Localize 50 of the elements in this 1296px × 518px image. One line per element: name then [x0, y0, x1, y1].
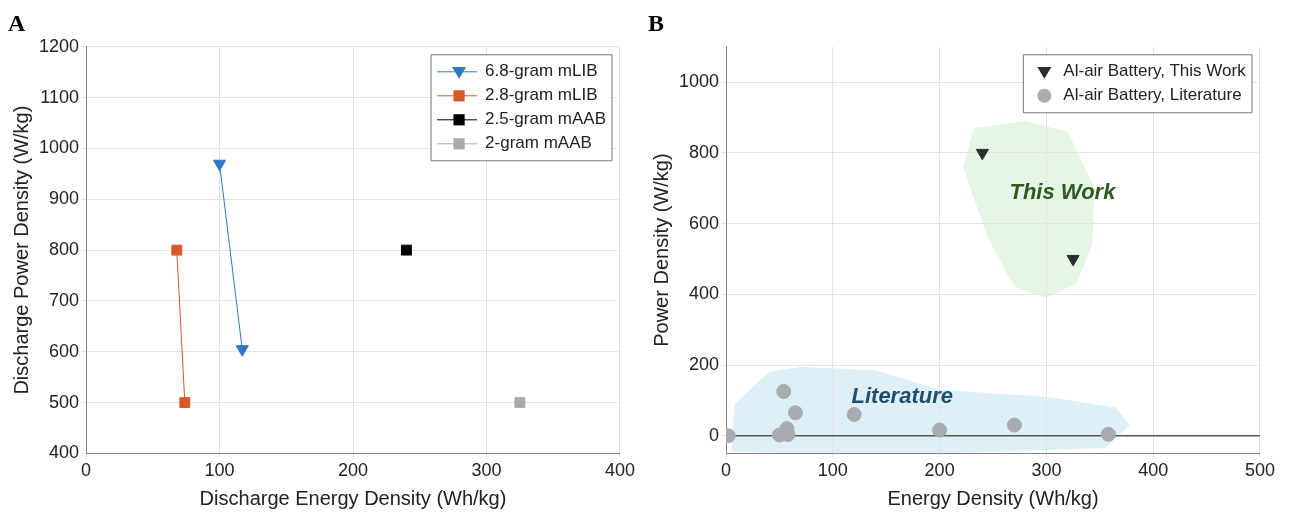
y-tick-label: 1000	[679, 71, 720, 92]
point	[846, 407, 862, 423]
x-tick-label: 400	[1138, 460, 1169, 481]
y-tick-label: 200	[689, 353, 720, 374]
x-axis-title: Discharge Energy Density (Wh/kg)	[199, 486, 507, 509]
x-tick-label: 300	[1031, 460, 1062, 481]
y-tick-label: 800	[689, 141, 720, 162]
legend-label: Al-air Battery, Literature	[1063, 85, 1242, 105]
y-tick-label: 700	[49, 289, 80, 310]
point	[1066, 254, 1080, 267]
point	[179, 397, 191, 409]
annotation: This Work	[1009, 179, 1118, 205]
x-tick-label: 200	[924, 460, 955, 481]
x-tick-label: 200	[337, 460, 369, 481]
y-tick-label: 600	[689, 212, 720, 233]
point	[400, 244, 412, 256]
chart-title: B	[648, 9, 665, 36]
y-tick-label: 1000	[39, 137, 80, 158]
y-tick-label: 1200	[39, 35, 80, 56]
legend-label: 2.8-gram mLIB	[485, 85, 598, 105]
x-tick-label: 100	[204, 460, 235, 481]
legend-label: Al-air Battery, This Work	[1063, 61, 1247, 81]
y-tick-label: 900	[49, 188, 80, 209]
y-tick-label: 400	[49, 442, 80, 463]
point	[975, 148, 989, 161]
legend-label: 6.8-gram mLIB	[485, 61, 598, 81]
x-axis-title: Energy Density (Wh/kg)	[887, 486, 1099, 509]
point	[932, 422, 948, 438]
y-tick-label: 0	[709, 424, 720, 445]
y-tick-label: 600	[49, 340, 80, 361]
point	[514, 397, 526, 409]
x-tick-label: 300	[471, 460, 502, 481]
y-tick-label: 400	[689, 283, 720, 304]
point	[1006, 417, 1022, 433]
y-axis-title: Power Density (W/kg)	[649, 153, 672, 347]
annotation: Literature	[851, 382, 953, 408]
legend-label: 2-gram mAAB	[485, 133, 592, 153]
y-tick-label: 500	[49, 391, 80, 412]
x-tick-label: 100	[817, 460, 848, 481]
y-tick-label: 800	[49, 239, 80, 260]
point	[1100, 426, 1116, 442]
x-tick-label: 400	[604, 460, 636, 481]
legend-label: 2.5-gram mAAB	[485, 109, 606, 129]
x-tick-label: 500	[1244, 460, 1276, 481]
chart-title: A	[8, 9, 26, 36]
point	[171, 244, 183, 256]
point	[776, 384, 792, 400]
y-tick-label: 1100	[40, 86, 80, 107]
point	[787, 405, 803, 421]
y-axis-title: Discharge Power Density (W/kg)	[9, 105, 32, 395]
